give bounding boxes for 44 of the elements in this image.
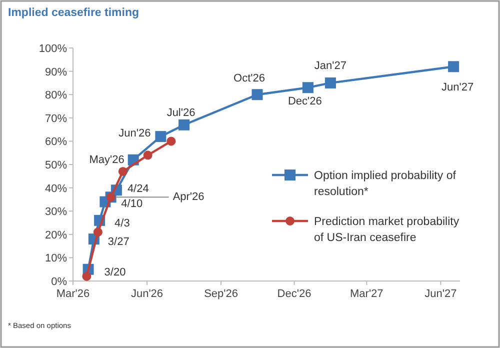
point	[155, 131, 166, 142]
legend-label: Prediction market probability of US-Iran ceasefire	[314, 216, 460, 244]
point	[118, 166, 128, 176]
point	[252, 89, 263, 100]
x-tick-label: Sep'26	[204, 288, 238, 300]
annotation: 4/24	[127, 183, 149, 196]
y-tick-label: 60%	[44, 136, 68, 148]
point	[93, 228, 102, 237]
point	[448, 61, 460, 72]
annotation: Jul'26	[166, 106, 196, 119]
y-tick-label: 20%	[44, 229, 68, 242]
x-tick-label: Jun'26	[130, 288, 164, 300]
y-tick-label: 80%	[44, 90, 68, 102]
x-tick-label: Mar'27	[350, 288, 384, 300]
chart-title: Implied ceasefire timing	[8, 7, 140, 19]
annotation: May'26	[89, 154, 124, 166]
point	[178, 119, 190, 130]
annotation: 3/27	[108, 236, 130, 248]
annotation: Dec'26	[288, 96, 322, 108]
point	[302, 82, 314, 94]
annotation: 4/10	[121, 198, 143, 210]
y-tick-label: 90%	[44, 66, 68, 78]
y-tick-label: 100%	[38, 43, 68, 55]
annotation: Apr'26	[172, 191, 204, 204]
y-tick-label: 30%	[44, 206, 68, 218]
point	[166, 136, 176, 146]
x-tick-label: Mar'26	[56, 288, 90, 300]
y-tick-label: 40%	[44, 182, 68, 195]
y-tick-label: 10%	[44, 252, 68, 265]
x-tick-label: Dec'26	[277, 288, 312, 300]
annotation: Oct'26	[234, 72, 265, 85]
annotation: Jun'27	[442, 82, 474, 94]
x-tick-label: Jun'27	[424, 288, 457, 300]
y-tick-label: 50%	[44, 160, 68, 172]
point	[324, 77, 336, 88]
y-tick-label: 70%	[44, 112, 68, 125]
legend-label: Option implied probability of resolution*	[314, 170, 457, 198]
annotation: 3/20	[104, 266, 126, 278]
annotation: Jan'27	[314, 60, 347, 72]
point	[143, 150, 152, 160]
point	[82, 272, 92, 281]
annotation: Jun'26	[118, 128, 151, 140]
annotation: 4/3	[114, 217, 130, 230]
y-tick-label: 0%	[51, 276, 68, 288]
